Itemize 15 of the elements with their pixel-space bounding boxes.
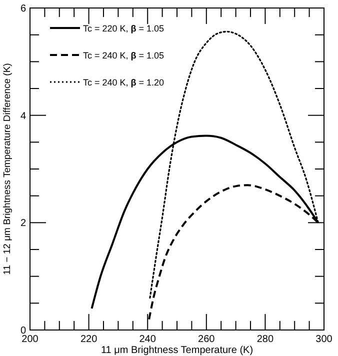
x-axis-title: 11 μm Brightness Temperature (K) — [100, 345, 254, 356]
x-tick-label: 260 — [198, 334, 216, 345]
y-axis-title: 11 − 12 μm Brightness Temperature Difference (K) — [2, 63, 13, 275]
x-tick-label: 240 — [139, 334, 156, 345]
x-tick-label: 280 — [256, 334, 274, 345]
x-tick-label: 200 — [22, 334, 39, 345]
x-tick-label: 300 — [316, 334, 333, 345]
y-tick-label: 4 — [20, 110, 26, 122]
legend-label: Tc = 240 K, β = 1.20 — [83, 78, 164, 88]
y-tick-label: 6 — [20, 4, 26, 14]
legend-label: Tc = 220 K, β = 1.05 — [83, 24, 164, 34]
x-tick-label: 220 — [80, 334, 98, 345]
y-tick-label: 0 — [20, 326, 26, 336]
y-tick-label: 2 — [20, 218, 26, 230]
legend-label: Tc = 240 K, β = 1.05 — [83, 50, 164, 60]
